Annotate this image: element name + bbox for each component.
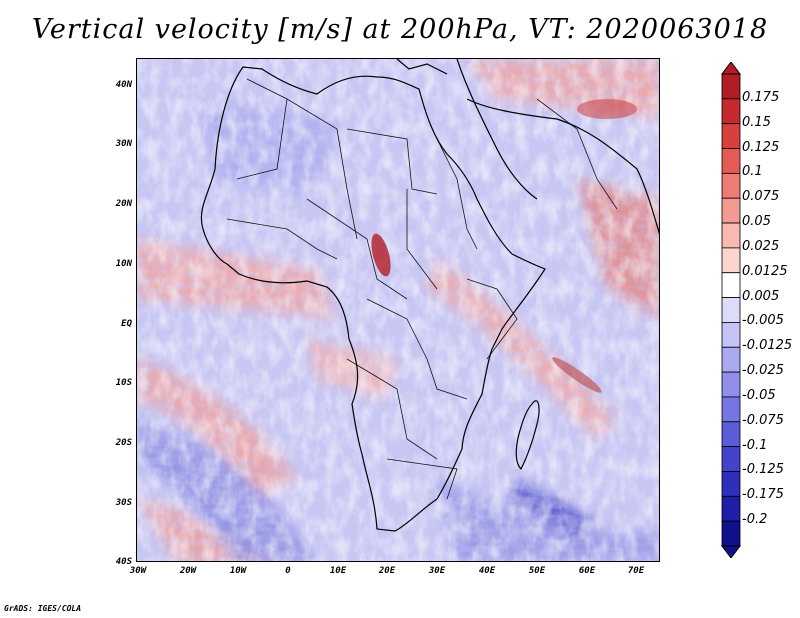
lat-label: 40S [115,557,132,567]
colorbar-swatch [721,148,741,174]
lon-label: 0 [285,566,291,576]
colorbar-label: 0.0125 [742,263,788,279]
colorbar-swatch [721,495,741,522]
colorbar-swatch [721,98,741,125]
colorbar-swatch [721,297,741,323]
lat-label: 30N [115,139,132,149]
colorbar-max-arrow [721,62,741,75]
colorbar-label: 0.005 [742,288,780,304]
lon-label: 30W [129,566,147,576]
chart-title: Vertical velocity [m/s] at 200hPa, VT: 2… [31,14,769,45]
colorbar-swatch [721,197,741,224]
lat-label: 10S [115,378,132,388]
colorbar-swatch [721,73,741,100]
colorbar-min-arrow [721,545,741,558]
map-panel [136,58,660,562]
colorbar-label: 0.05 [742,214,771,230]
lon-label: 30E [428,566,446,576]
colorbar-label: 0.175 [742,89,780,105]
lon-label: 20W [179,566,197,576]
colorbar-label: -0.05 [742,387,776,403]
colorbar-label: -0.175 [742,487,784,503]
lon-label: 70E [627,566,645,576]
lat-label: 10N [115,259,132,269]
colorbar-label: 0.025 [742,238,780,254]
colorbar-swatch [721,123,741,149]
velocity-field [137,59,659,561]
colorbar-label: 0.075 [742,189,780,205]
colorbar-swatch [721,471,741,497]
colorbar-swatch [721,520,741,547]
colorbar-label: -0.0125 [742,338,793,354]
colorbar-label: -0.125 [742,462,784,478]
colorbar-label: 0.15 [742,114,771,130]
colorbar-swatch [721,446,741,472]
colorbar-swatch [721,322,741,348]
colorbar-swatch [721,272,741,298]
footer-credit: GrADS: IGES/COLA [4,604,82,613]
lat-label: 20N [115,199,132,209]
colorbar-label: -0.2 [742,512,768,528]
colorbar-swatch [721,371,741,398]
coastlines [200,59,659,532]
colorbar-swatch [721,396,741,423]
lon-label: 10E [329,566,347,576]
lon-label: 50E [528,566,546,576]
lat-label: 30S [115,498,132,508]
lon-label: 60E [578,566,596,576]
lat-label: 40N [115,80,132,90]
colorbar-swatch [721,222,741,249]
country-borders [226,78,618,500]
colorbar-swatch [721,346,741,373]
lat-label: 20S [115,438,132,448]
lon-label: 40E [478,566,496,576]
colorbar-label: -0.075 [742,412,784,428]
lon-label: 10W [229,566,247,576]
colorbar-label: 0.125 [742,139,780,155]
colorbar-label: -0.1 [742,437,768,453]
colorbar-label: -0.005 [742,313,784,329]
colorbar-swatch [721,247,741,274]
colorbar-swatch [721,172,741,199]
lat-label: EQ [121,319,132,329]
red-streak [552,357,602,393]
colorbar [721,62,741,558]
lon-label: 20E [378,566,396,576]
colorbar-swatch [721,421,741,448]
colorbar-label: 0.1 [742,164,763,180]
convective-core [371,233,391,277]
red-patch [577,99,637,119]
colorbar-label: -0.025 [742,363,784,379]
